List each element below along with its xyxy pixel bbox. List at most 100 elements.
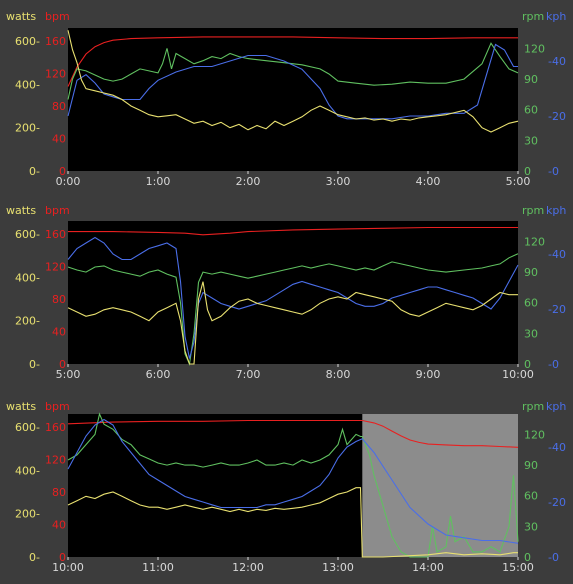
x-tick-label: 0:00 [56,175,81,188]
x-tick-label: 3:00 [326,175,351,188]
bpm-axis-title: bpm [45,400,70,413]
x-axis-ticks: 10:00 11:00 12:00 13:00 14:00 15:00 [52,557,534,574]
bpm-tick-label: 160 [45,228,66,241]
kph-tick-label: -20 [548,303,566,316]
chart-panel-1: watts bpm rpm kph 600- 400- 200- 0- 160 120 80… [6,10,566,188]
kph-tick-label: -40 [548,441,566,454]
rpm-tick-label: 120 [524,42,545,55]
bpm-tick-label: 160 [45,421,66,434]
bpm-tick-label: 120 [45,261,66,274]
x-tick-label: 7:00 [236,368,261,381]
rpm-tick-label: 60 [524,104,538,117]
plot-area[interactable] [68,221,518,364]
x-tick-label: 15:00 [502,561,534,574]
rpm-axis-title: rpm [522,204,544,217]
x-tick-label: 1:00 [146,175,171,188]
x-tick-label: 12:00 [232,561,264,574]
watts-tick-label: 0- [29,358,40,371]
kph-axis-title: kph [546,204,566,217]
bpm-series-line [68,226,518,236]
x-axis-ticks: 0:00 1:00 2:00 3:00 4:00 5:00 [56,171,530,188]
selection-region[interactable] [362,414,518,557]
bpm-tick-label: 40 [52,326,66,339]
watts-axis-title: watts [6,400,36,413]
x-tick-label: 11:00 [142,561,174,574]
rpm-axis-title: rpm [522,10,544,23]
x-tick-label: 6:00 [146,368,171,381]
watts-axis-title: watts [6,10,36,23]
right-axis-ticks: 120 90 60 30 0 -40 -20 -0 [524,235,566,371]
bpm-tick-label: 0 [59,551,66,564]
rpm-axis-title: rpm [522,400,544,413]
watts-axis-title: watts [6,204,36,217]
x-tick-label: 10:00 [502,368,534,381]
bpm-tick-label: 40 [52,519,66,532]
watts-tick-label: 400- [15,271,40,284]
plot-area[interactable] [68,28,518,171]
kph-series-line [67,236,519,359]
bpm-axis-title: bpm [45,10,70,23]
rpm-tick-label: 30 [524,327,538,340]
x-tick-label: 5:00 [56,368,81,381]
kph-tick-label: -0 [548,358,559,371]
x-tick-label: 8:00 [326,368,351,381]
kph-tick-label: -20 [548,110,566,123]
x-tick-label: 4:00 [416,175,441,188]
rpm-tick-label: 0 [524,358,531,371]
selection-layer [362,414,518,557]
right-axis-ticks: 120 90 60 30 0 -40 -20 -0 [524,42,566,178]
rpm-tick-label: 60 [524,297,538,310]
rpm-series-line [67,253,519,366]
rpm-tick-label: 90 [524,459,538,472]
watts-tick-label: 600- [15,228,40,241]
watts-tick-label: 400- [15,464,40,477]
watts-tick-label: 200- [15,122,40,135]
bpm-tick-label: 120 [45,454,66,467]
left-axis-ticks: 600- 400- 200- 0- 160 120 80 40 0 [15,228,66,371]
series-layer [67,30,519,133]
x-tick-label: 9:00 [416,368,441,381]
chart-panel-3: watts bpm rpm kph 600- 400- 200- 0- 160 120 80… [6,400,566,574]
watts-tick-label: 200- [15,508,40,521]
watts-tick-label: 600- [15,35,40,48]
kph-axis-title: kph [546,400,566,413]
right-axis-ticks: 120 90 60 30 0 -40 -20 -0 [524,428,566,564]
bpm-tick-label: 80 [52,100,66,113]
kph-tick-label: -0 [548,165,559,178]
bpm-axis-title: bpm [45,204,70,217]
watts-tick-label: 200- [15,315,40,328]
bpm-series-line [67,419,519,448]
kph-tick-label: -40 [548,55,566,68]
watts-tick-label: 400- [15,78,40,91]
watts-tick-label: 600- [15,421,40,434]
chart-panel-2: watts bpm rpm kph 600- 400- 200- 0- 160 120 80… [6,204,566,381]
x-axis-ticks: 5:00 6:00 7:00 8:00 9:00 10:00 [56,364,534,381]
bpm-tick-label: 80 [52,293,66,306]
rpm-tick-label: 90 [524,266,538,279]
watts-tick-label: 0- [29,165,40,178]
rpm-tick-label: 90 [524,73,538,86]
rpm-tick-label: 120 [524,428,545,441]
rpm-tick-label: 0 [524,551,531,564]
left-axis-ticks: 600- 400- 200- 0- 160 120 80 40 0 [15,35,66,178]
kph-tick-label: -0 [548,551,559,564]
bpm-tick-label: 0 [59,165,66,178]
kph-tick-label: -40 [548,248,566,261]
bpm-tick-label: 160 [45,35,66,48]
x-tick-label: 2:00 [236,175,261,188]
bpm-tick-label: 0 [59,358,66,371]
rpm-series-line [67,412,519,558]
rpm-series-line [67,42,519,100]
kph-tick-label: -20 [548,496,566,509]
watts-series-line [67,487,518,558]
watts-series-line [67,30,519,133]
series-layer [67,412,519,558]
bpm-tick-label: 120 [45,68,66,81]
rpm-tick-label: 60 [524,490,538,503]
watts-tick-label: 0- [29,551,40,564]
rpm-tick-label: 120 [524,235,545,248]
bpm-series-line [67,36,518,87]
rpm-tick-label: 30 [524,520,538,533]
series-layer [67,226,519,366]
